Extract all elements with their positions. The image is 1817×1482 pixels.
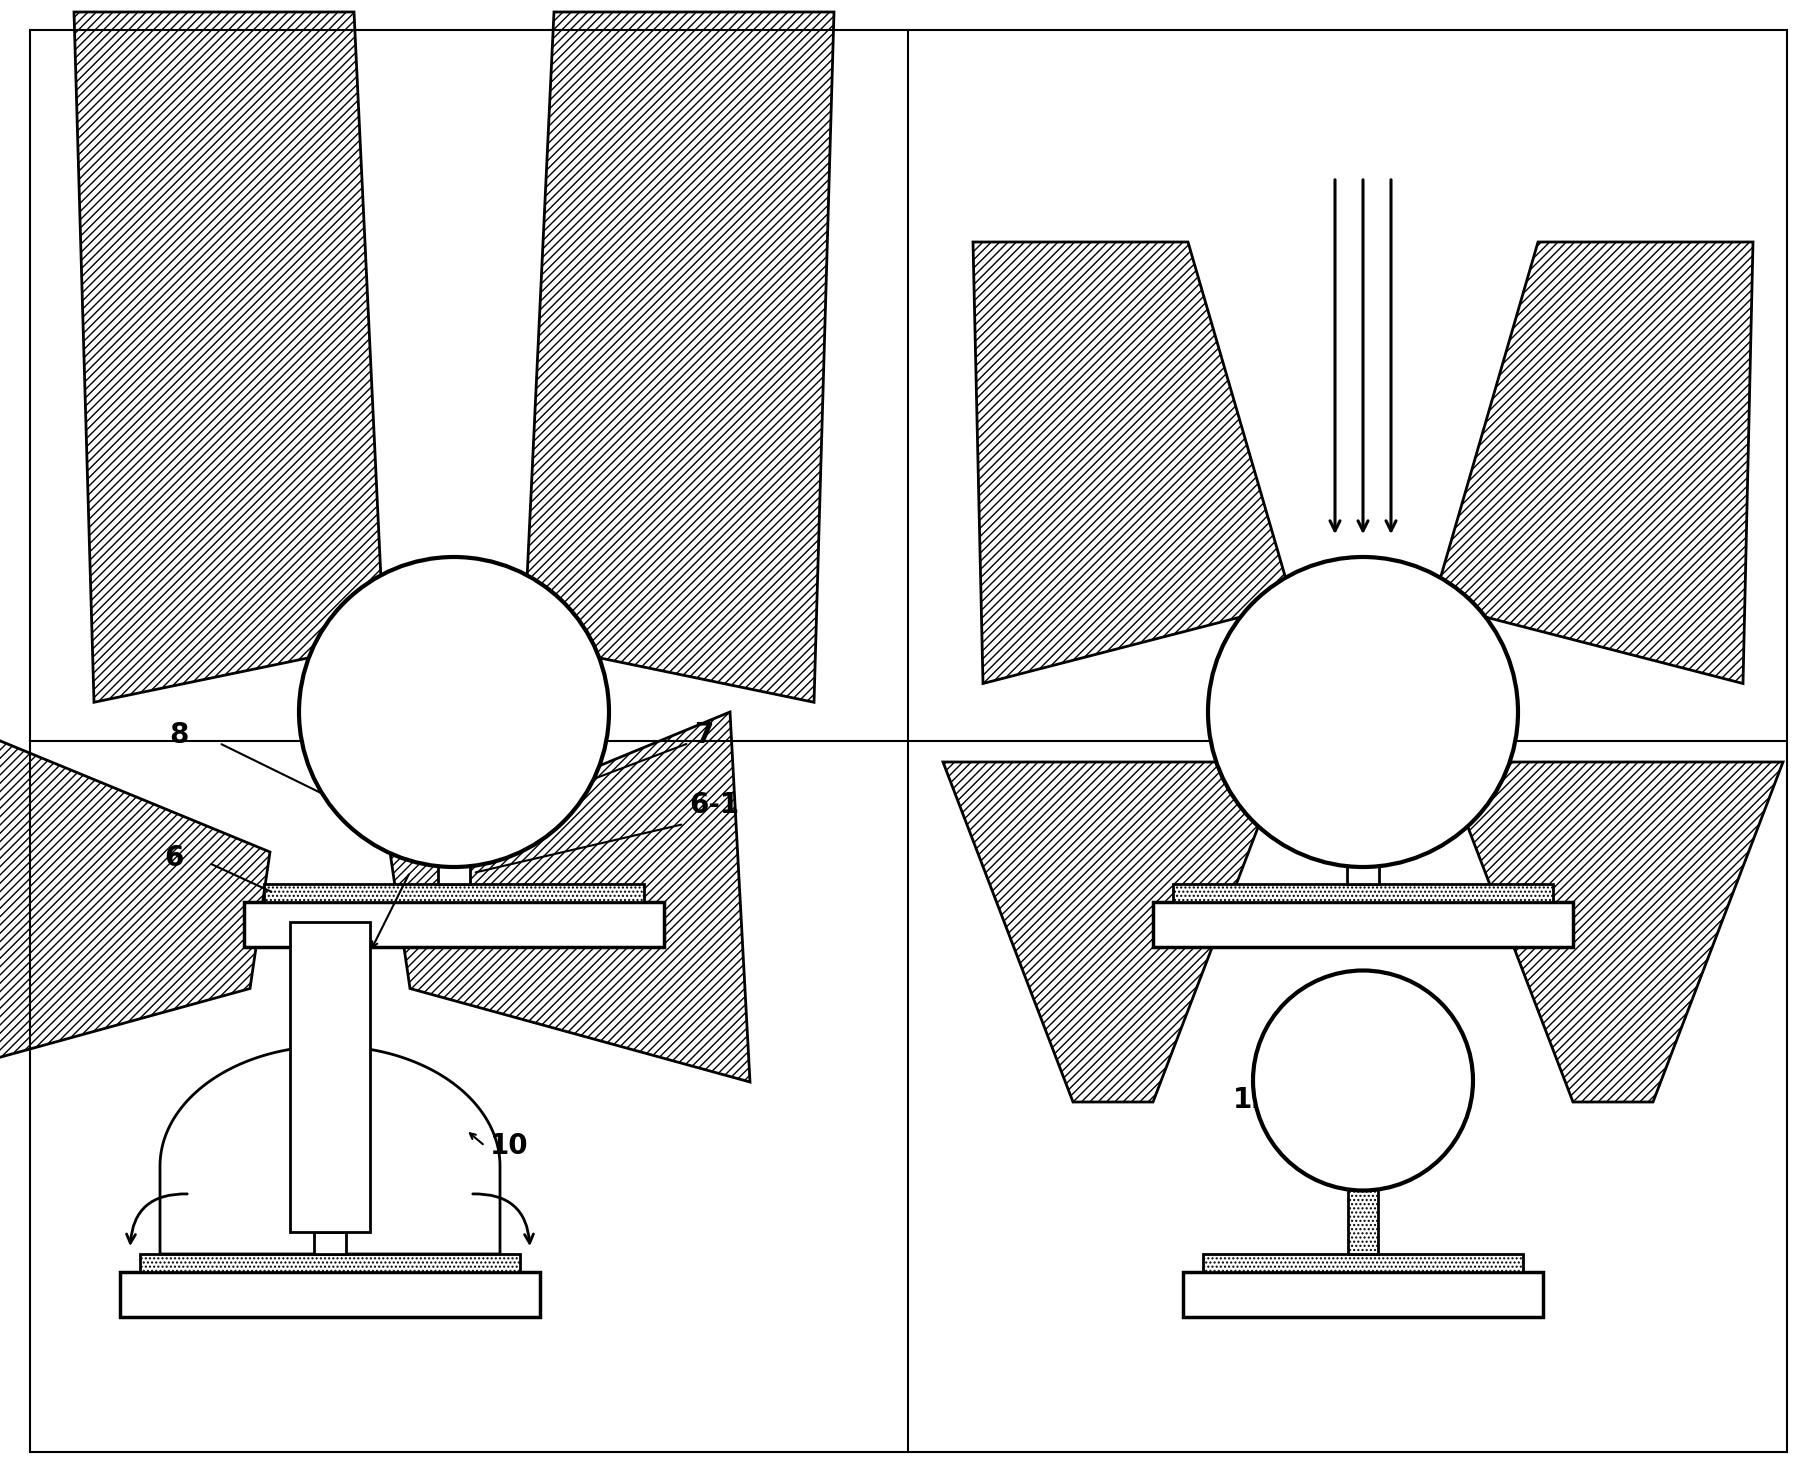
Bar <box>1348 1174 1377 1254</box>
Circle shape <box>300 557 609 867</box>
Text: 7: 7 <box>694 722 714 750</box>
Polygon shape <box>391 711 750 1082</box>
Bar <box>1346 863 1379 883</box>
Polygon shape <box>972 242 1294 683</box>
Bar <box>314 1232 345 1254</box>
Bar <box>140 1254 520 1272</box>
Text: 9: 9 <box>414 839 434 867</box>
Text: 6: 6 <box>164 845 184 871</box>
Text: 10: 10 <box>491 1132 529 1160</box>
Bar <box>263 883 643 903</box>
Polygon shape <box>1434 242 1753 683</box>
Polygon shape <box>523 12 834 702</box>
Polygon shape <box>74 12 383 702</box>
Bar <box>1203 1254 1523 1272</box>
Bar <box>120 1272 540 1317</box>
Text: 8: 8 <box>169 722 189 750</box>
Bar <box>243 903 663 947</box>
Polygon shape <box>1443 762 1782 1103</box>
Text: 6-1: 6-1 <box>689 791 740 820</box>
Bar <box>1183 1272 1543 1317</box>
Bar <box>1154 903 1574 947</box>
Bar <box>291 922 371 1232</box>
Circle shape <box>1254 971 1474 1190</box>
Polygon shape <box>943 762 1283 1103</box>
Text: 12: 12 <box>1234 1086 1272 1114</box>
Bar <box>1174 883 1554 903</box>
Bar <box>438 863 471 883</box>
Polygon shape <box>0 711 271 1082</box>
Polygon shape <box>160 1046 500 1254</box>
Circle shape <box>1208 557 1517 867</box>
